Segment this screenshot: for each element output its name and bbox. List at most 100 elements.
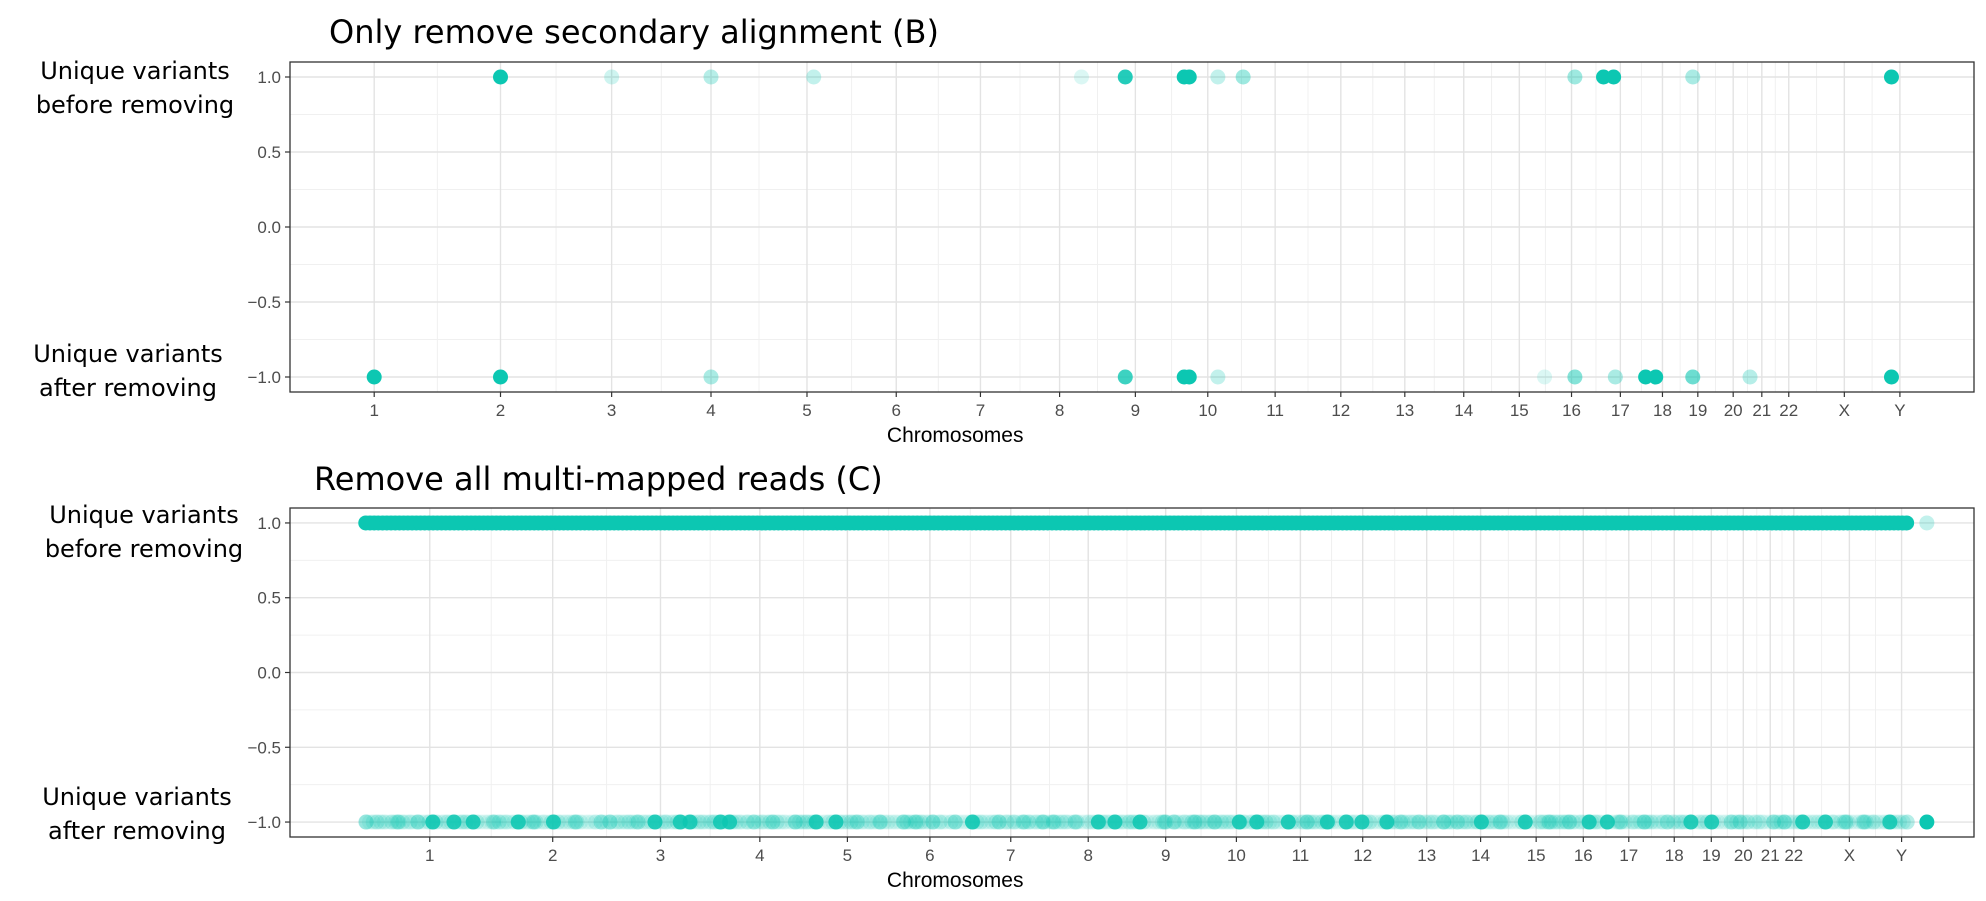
panel-b-label-after: Unique variants after removing [8,337,248,405]
data-point [545,814,561,830]
data-point [1117,69,1133,85]
data-point [1035,814,1051,830]
data-point [491,814,507,830]
data-point [862,814,878,830]
y-tick-label: 0.5 [257,143,281,162]
x-tick-label: 18 [1665,846,1684,865]
x-tick-label: 21 [1752,401,1771,420]
x-tick-label: 22 [1779,401,1798,420]
x-tick-label: 20 [1724,401,1743,420]
data-point [1449,814,1465,830]
data-point [390,814,406,830]
data-point [1054,814,1070,830]
panel-b-label-before: Unique variants before removing [15,54,255,122]
data-point [1612,814,1628,830]
x-tick-label: 9 [1161,846,1170,865]
data-point [476,814,492,830]
data-point [873,814,889,830]
data-point [991,814,1007,830]
x-tick-label: 14 [1471,846,1490,865]
data-point [1784,814,1800,830]
data-point [1776,814,1792,830]
data-point [1484,814,1500,830]
data-point [493,69,508,85]
data-point [1073,69,1089,85]
data-point [1414,814,1430,830]
data-point [1747,814,1763,830]
data-point [1173,814,1189,830]
data-point [1732,814,1748,830]
data-point [872,814,888,830]
data-point [765,814,781,830]
data-point [528,814,544,830]
data-point [604,69,620,85]
data-point [1157,814,1173,830]
data-point [1617,814,1633,830]
y-tick-label: −0.5 [247,293,281,312]
data-point [980,814,996,830]
data-point [647,814,663,830]
data-point [1177,814,1193,830]
data-point [602,814,618,830]
data-point [784,814,800,830]
x-tick-label: 17 [1619,846,1638,865]
data-point [795,814,811,830]
data-point [925,814,941,830]
data-point [1625,814,1641,830]
data-point [1014,814,1030,830]
data-point [662,814,678,830]
data-point [358,814,374,830]
data-point [1214,814,1230,830]
data-point [1829,814,1845,830]
data-point [658,814,674,830]
x-tick-label: 3 [656,846,665,865]
data-point [1269,814,1285,830]
data-point [1503,814,1519,830]
data-point [1117,814,1133,830]
data-point [1743,814,1759,830]
data-point [613,814,629,830]
data-point [746,814,762,830]
data-point [576,814,592,830]
x-axis-title: Chromosomes [887,869,1024,892]
data-point [769,814,785,830]
data-point [758,814,774,830]
data-point [1683,814,1699,830]
data-point [425,814,441,830]
data-point [976,814,992,830]
data-point [584,814,600,830]
data-point [567,814,583,830]
x-tick-label: 6 [892,401,901,420]
data-point [1406,814,1422,830]
data-point [399,814,415,830]
data-point [1766,814,1782,830]
data-point [1647,814,1663,830]
x-tick-label: 1 [425,846,434,865]
data-point [1458,814,1474,830]
data-point [880,814,896,830]
x-tick-label: 7 [976,401,985,420]
data-point [1658,814,1674,830]
x-tick-label: 12 [1353,846,1372,865]
x-tick-label: 22 [1784,846,1803,865]
data-point [703,369,719,385]
data-point [895,814,911,830]
x-tick-label: 16 [1562,401,1581,420]
data-point [1017,814,1033,830]
data-point [587,814,603,830]
panel-c-label-before: Unique variants before removing [24,498,264,566]
data-point [1069,814,1085,830]
data-point [1607,369,1623,385]
data-point [1432,814,1448,830]
data-point [1447,814,1463,830]
x-tick-label: Y [1896,846,1907,865]
data-point [1403,814,1419,830]
data-point [1532,814,1548,830]
data-point [1462,814,1478,830]
data-point [1454,814,1470,830]
panel-c-label-before-line1: Unique variants [49,501,239,529]
data-point [1919,814,1935,830]
data-point [1869,814,1885,830]
panel-b-label-before-line2: before removing [35,91,235,119]
data-point [558,814,574,830]
